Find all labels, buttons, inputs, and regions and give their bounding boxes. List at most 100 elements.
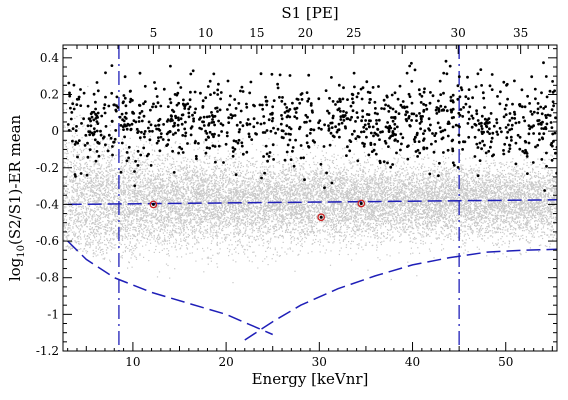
band-point: [492, 174, 494, 176]
band-point: [550, 169, 552, 171]
band-point: [318, 221, 321, 223]
band-point: [75, 165, 77, 167]
band-point: [289, 196, 291, 198]
band-point: [142, 199, 144, 201]
band-point: [441, 169, 444, 171]
band-point: [196, 248, 198, 250]
band-point: [353, 223, 355, 225]
band-point: [366, 192, 368, 194]
band-point: [317, 240, 319, 243]
band-point: [356, 140, 358, 142]
band-point: [282, 169, 284, 171]
band-point: [245, 188, 248, 190]
band-point: [146, 167, 148, 169]
band-point: [93, 143, 95, 145]
band-point: [371, 190, 374, 192]
band-point: [459, 207, 462, 209]
band-point: [162, 205, 164, 207]
band-point: [77, 241, 79, 243]
band-point: [380, 243, 382, 246]
band-point: [104, 229, 107, 231]
band-point: [216, 263, 218, 265]
band-point: [255, 255, 257, 257]
band-point: [512, 213, 514, 215]
band-point: [291, 185, 293, 187]
band-point: [485, 207, 487, 209]
band-point: [511, 169, 513, 171]
band-point: [171, 210, 173, 212]
band-point: [347, 225, 349, 227]
band-point: [219, 185, 221, 187]
band-point: [157, 157, 159, 159]
band-point: [275, 191, 277, 193]
band-point: [222, 175, 224, 177]
band-point: [431, 196, 434, 198]
band-point: [547, 151, 549, 153]
band-point: [380, 178, 382, 180]
band-point: [316, 174, 318, 176]
band-point: [303, 175, 305, 177]
band-point: [267, 213, 269, 215]
band-point: [340, 225, 342, 227]
band-point: [341, 199, 343, 201]
band-point: [74, 221, 76, 223]
band-point: [546, 207, 548, 209]
band-point: [497, 175, 499, 177]
band-point: [335, 226, 337, 228]
band-point: [147, 173, 149, 175]
band-point: [320, 218, 322, 221]
band-point: [122, 190, 124, 192]
band-point: [504, 229, 506, 231]
band-point: [83, 124, 85, 126]
band-point: [64, 162, 66, 164]
band-point: [289, 223, 291, 225]
band-point: [262, 222, 264, 224]
band-point: [234, 235, 236, 238]
band-point: [63, 239, 65, 241]
band-point: [390, 207, 392, 209]
band-point: [462, 243, 464, 245]
band-point: [400, 228, 402, 231]
band-point: [316, 208, 318, 210]
band-point: [148, 194, 150, 196]
band-point: [113, 206, 115, 208]
band-point: [514, 221, 516, 223]
band-point: [405, 197, 407, 199]
band-point: [414, 203, 417, 205]
band-point: [540, 205, 542, 207]
band-point: [353, 218, 355, 220]
band-point: [192, 179, 194, 181]
band-point: [493, 222, 495, 224]
band-point: [513, 166, 516, 168]
band-point: [541, 231, 543, 233]
band-point: [77, 206, 79, 208]
band-point: [314, 155, 317, 157]
band-point: [374, 228, 376, 230]
band-point: [246, 172, 248, 174]
band-point: [199, 183, 201, 185]
band-point: [548, 224, 550, 226]
band-point: [186, 248, 189, 250]
band-point: [437, 216, 439, 218]
band-point: [414, 218, 416, 221]
band-point: [167, 225, 169, 227]
band-point: [430, 203, 432, 205]
band-point: [119, 205, 121, 208]
band-point: [425, 178, 427, 180]
band-point: [220, 174, 222, 176]
band-point: [208, 212, 210, 215]
band-point: [142, 202, 144, 204]
band-point: [239, 240, 241, 242]
band-point: [512, 187, 514, 189]
band-point: [399, 219, 401, 221]
band-point: [278, 162, 281, 165]
band-point: [169, 206, 171, 208]
band-point: [492, 232, 494, 234]
band-point: [274, 236, 276, 238]
band-point: [297, 242, 299, 244]
band-point: [95, 214, 98, 216]
band-point: [86, 194, 88, 196]
band-point: [448, 201, 450, 203]
band-point: [157, 168, 159, 170]
band-point: [245, 235, 247, 237]
